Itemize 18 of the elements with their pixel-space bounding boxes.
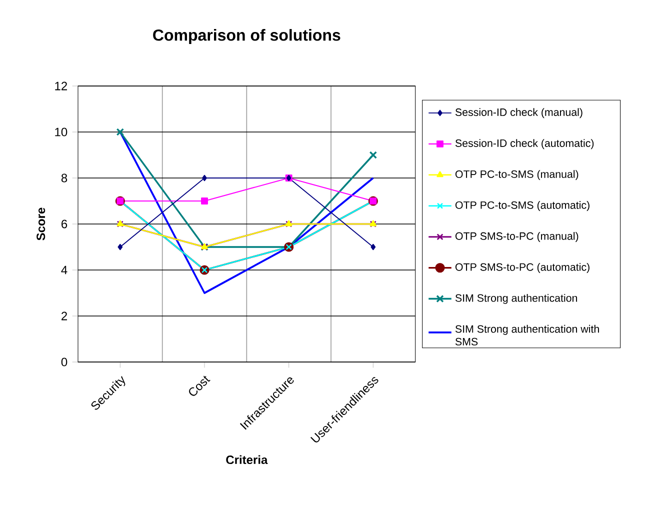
- y-tick-label: 4: [61, 266, 68, 274]
- legend-label: OTP PC-to-SMS (manual): [455, 170, 578, 180]
- y-tick-label: 10: [55, 128, 68, 136]
- y-axis-title: Score: [36, 208, 46, 240]
- legend-label: OTP SMS-to-PC (automatic): [455, 262, 590, 273]
- legend-label: OTP PC-to-SMS (automatic): [455, 201, 590, 212]
- legend-label: Session-ID check (automatic): [455, 139, 594, 150]
- legend-label: SIM Strong authentication: [455, 294, 578, 304]
- y-tick-label: 2: [62, 312, 67, 320]
- legend-label: Session-ID check (manual): [455, 108, 582, 118]
- legend-label: SIM Strong authentication with SMS: [455, 324, 599, 346]
- y-tick-label: 12: [55, 82, 67, 90]
- legend-label: OTP SMS-to-PC (manual): [455, 232, 578, 242]
- y-tick-label: 0: [61, 358, 68, 366]
- chart-title: Comparison of solutions: [153, 29, 340, 44]
- y-tick-label: 6: [62, 220, 68, 228]
- x-axis-title: Criteria: [226, 455, 268, 464]
- y-tick-label: 8: [61, 174, 68, 182]
